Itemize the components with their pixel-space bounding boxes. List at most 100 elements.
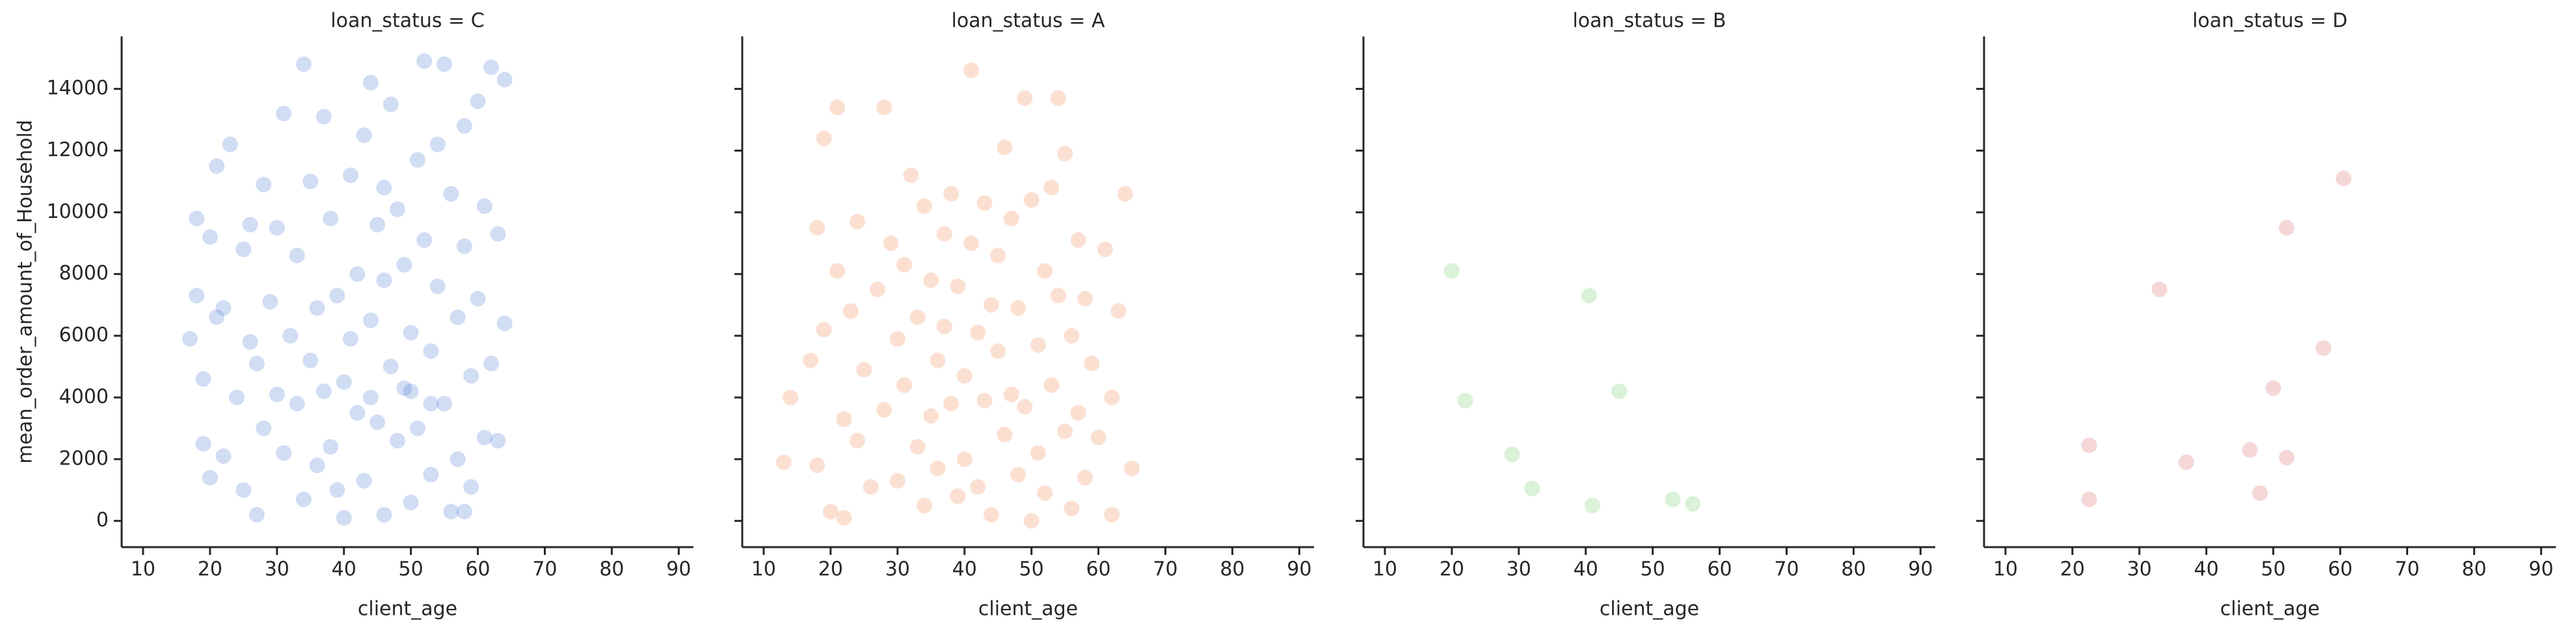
point xyxy=(963,235,980,251)
point xyxy=(235,482,252,498)
point xyxy=(936,318,952,334)
x-tick-label: 60 xyxy=(1707,558,1732,581)
point xyxy=(950,278,966,295)
x-tick-label: 30 xyxy=(885,558,910,581)
point xyxy=(369,414,386,430)
point xyxy=(956,368,973,384)
y-tick-label: 2000 xyxy=(59,447,109,470)
x-tick-label: 20 xyxy=(198,558,222,581)
point xyxy=(390,433,406,449)
point xyxy=(189,288,205,304)
point xyxy=(1524,480,1540,496)
point xyxy=(343,330,359,347)
point xyxy=(1057,424,1073,440)
point xyxy=(930,353,946,369)
point xyxy=(282,328,299,344)
point xyxy=(2279,450,2295,466)
x-tick-label: 30 xyxy=(265,558,289,581)
point xyxy=(490,226,506,242)
x-tick-label: 70 xyxy=(1774,558,1799,581)
point xyxy=(863,479,879,495)
point xyxy=(2279,220,2295,236)
point xyxy=(2151,281,2167,297)
x-tick-label: 70 xyxy=(1153,558,1177,581)
point xyxy=(1090,429,1107,446)
x-tick-label: 80 xyxy=(599,558,624,581)
point xyxy=(456,238,472,254)
point xyxy=(1050,90,1066,106)
point xyxy=(490,433,506,449)
point xyxy=(829,100,846,116)
panel-title: loan_status = B xyxy=(1572,10,1726,33)
point xyxy=(896,377,913,393)
point xyxy=(983,297,999,313)
point xyxy=(235,241,252,258)
point xyxy=(1017,399,1033,415)
point xyxy=(295,56,312,72)
point xyxy=(222,137,238,153)
x-tick-label: 50 xyxy=(1641,558,1665,581)
point xyxy=(396,256,412,273)
point xyxy=(1030,445,1046,461)
point xyxy=(990,247,1006,263)
point xyxy=(1110,303,1127,319)
x-tick-label: 50 xyxy=(399,558,423,581)
point xyxy=(1097,241,1113,258)
point xyxy=(1117,185,1133,202)
point xyxy=(1457,392,1473,409)
point xyxy=(463,479,479,495)
point xyxy=(816,321,832,338)
point xyxy=(943,396,959,412)
x-tick-label: 80 xyxy=(1841,558,1866,581)
point xyxy=(470,291,486,307)
point xyxy=(376,272,392,288)
point xyxy=(336,509,352,526)
point xyxy=(923,272,939,288)
point xyxy=(916,198,932,214)
point xyxy=(909,309,926,325)
point xyxy=(1030,337,1046,353)
point xyxy=(990,343,1006,359)
point xyxy=(950,488,966,504)
point xyxy=(242,217,258,233)
point xyxy=(842,303,859,319)
x-tick-label: 10 xyxy=(131,558,155,581)
point xyxy=(1084,355,1100,371)
point xyxy=(809,457,825,474)
point xyxy=(202,229,218,245)
point xyxy=(463,368,479,384)
point xyxy=(889,473,906,489)
point xyxy=(409,420,425,437)
x-tick-label: 30 xyxy=(2127,558,2152,581)
point xyxy=(2315,340,2331,357)
point xyxy=(390,201,406,217)
point xyxy=(850,433,866,449)
point xyxy=(456,504,472,520)
point xyxy=(429,137,446,153)
y-axis-label: mean_order_amount_of_Household xyxy=(14,120,37,464)
point xyxy=(409,152,425,168)
point xyxy=(423,396,439,412)
x-tick-label: 40 xyxy=(1574,558,1598,581)
point xyxy=(1070,405,1086,421)
point xyxy=(997,426,1013,442)
point xyxy=(269,220,285,236)
point xyxy=(456,118,472,134)
point xyxy=(896,256,913,273)
point xyxy=(1037,485,1053,501)
point xyxy=(1104,507,1120,523)
point xyxy=(850,213,866,230)
point xyxy=(829,263,846,279)
point xyxy=(376,180,392,196)
point xyxy=(403,494,419,511)
point xyxy=(362,75,379,91)
x-tick-label: 20 xyxy=(1440,558,1464,581)
point xyxy=(1504,446,1520,463)
point xyxy=(930,461,946,477)
point xyxy=(403,325,419,341)
point xyxy=(476,198,492,214)
point xyxy=(983,507,999,523)
y-tick-label: 4000 xyxy=(59,385,109,408)
point xyxy=(822,504,839,520)
point xyxy=(309,457,325,474)
